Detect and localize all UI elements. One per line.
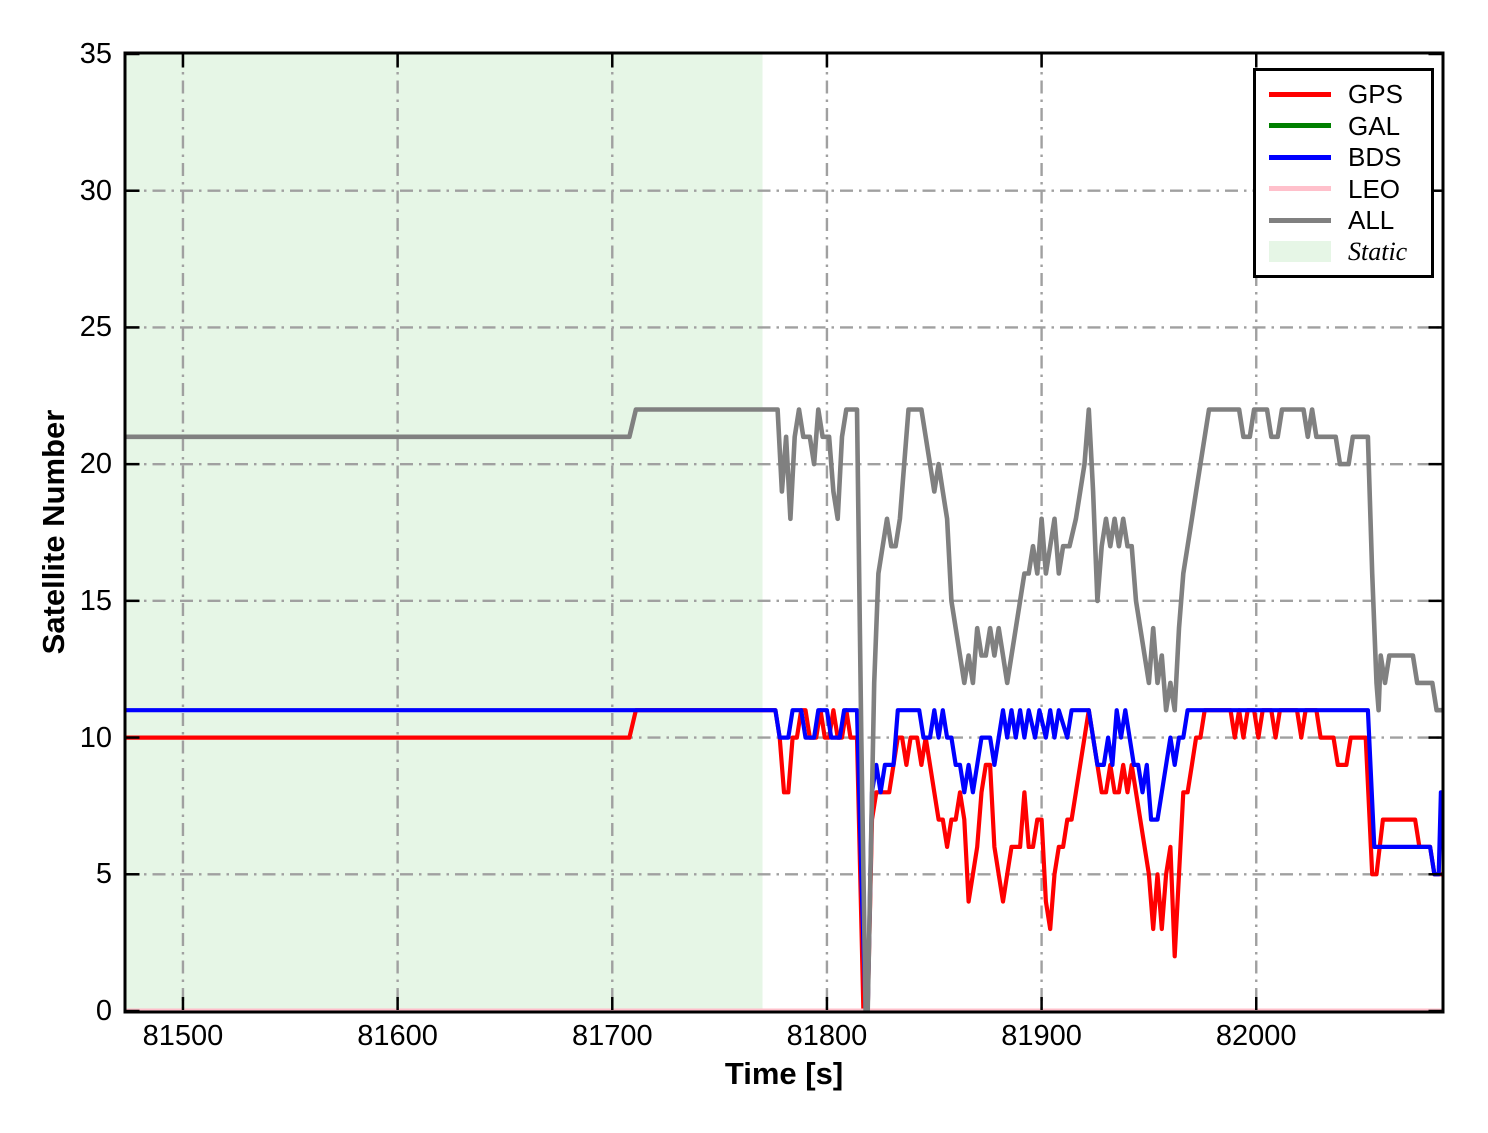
x-tick-label: 81700 (571, 1020, 653, 1052)
legend-line-swatch (1269, 186, 1331, 192)
y-tick-label: 15 (79, 584, 112, 617)
x-tick-label: 81500 (142, 1020, 224, 1052)
x-tick-label: 82000 (1215, 1020, 1297, 1052)
legend-label: Static (1348, 236, 1408, 266)
x-axis-title: Time [s] (724, 1056, 844, 1091)
y-tick-label: 5 (95, 858, 112, 891)
y-tick-label: 35 (79, 38, 112, 70)
x-tick-label: 81800 (786, 1020, 868, 1052)
x-tick-label: 81600 (357, 1020, 438, 1052)
legend-entry-gal: GAL (1269, 113, 1431, 139)
legend-entry-bds: BDS (1269, 144, 1431, 170)
legend-patch-swatch (1269, 241, 1331, 263)
legend-line-swatch (1269, 217, 1331, 223)
y-tick-label: 30 (79, 174, 112, 207)
legend-entry-all: ALL (1269, 207, 1431, 233)
legend-line-swatch (1269, 91, 1331, 97)
legend-label: LEO (1348, 173, 1401, 204)
legend-entry-leo: LEO (1269, 176, 1431, 202)
y-tick-label: 20 (79, 448, 112, 481)
y-tick-label: 10 (79, 721, 112, 754)
x-tick-label: 81900 (1001, 1020, 1082, 1052)
legend-label: BDS (1348, 142, 1402, 173)
static-region-band (125, 53, 763, 1012)
legend-entry-static: Static (1269, 236, 1431, 266)
legend: GPS GAL BDS LEO ALL Static (1253, 68, 1434, 278)
legend-line-swatch (1269, 154, 1331, 160)
legend-label: GAL (1348, 110, 1401, 141)
axes-frame (123, 51, 1445, 1014)
legend-line-swatch (1269, 123, 1331, 129)
legend-entry-gps: GPS (1269, 81, 1431, 107)
legend-label: ALL (1348, 205, 1395, 236)
legend-label: GPS (1348, 79, 1403, 110)
y-tick-label: 0 (95, 995, 112, 1027)
y-tick-label: 25 (79, 311, 112, 344)
